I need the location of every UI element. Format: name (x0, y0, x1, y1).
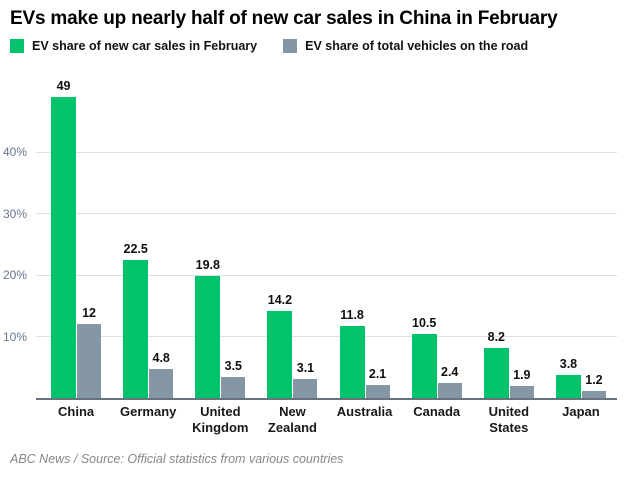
bar-new-sales-china: 49 (51, 80, 77, 398)
gridline-10% (36, 336, 617, 338)
x-label-australia: Australia (336, 404, 393, 419)
bar-group-australia: 11.8 2.1 (329, 90, 401, 398)
gridline-40% (36, 151, 617, 153)
gridline-30% (36, 213, 617, 215)
bar-on-road-australia: 2.1 (365, 368, 390, 398)
bar-value-label: 19.8 (195, 258, 220, 273)
plot-area: 10% 20% 30% 40% 49 12 22.5 4.8 19.8 3.5 14.2 3.1 11… (3, 80, 617, 400)
bar-new-sales-japan: 3.8 (555, 358, 581, 398)
bar-group-china: 49 12 (40, 80, 112, 398)
bar-on-road-united-kingdom: 3.5 (221, 360, 246, 398)
legend-swatch-gray (283, 39, 298, 53)
legend-label-new-sales: EV share of new car sales in February (32, 39, 258, 53)
bar-on-road-new-zealand: 3.1 (293, 362, 318, 398)
bar-new-sales-new-zealand: 14.2 (267, 294, 293, 398)
bar-group-united-states: 8.2 1.9 (473, 90, 545, 398)
bar-group-canada: 10.5 2.4 (401, 90, 473, 398)
x-label-united-kingdom: United Kingdom (192, 404, 249, 435)
bar-value-label: 3.1 (296, 360, 315, 375)
x-axis-line (36, 398, 617, 400)
x-label-new-zealand: New Zealand (267, 404, 317, 435)
y-tick-label-40%: 40% (3, 145, 28, 160)
bar-group-japan: 3.8 1.2 (545, 90, 617, 398)
x-label-china: China (58, 404, 95, 419)
x-label-united-states: United States (488, 404, 530, 435)
y-tick-label-30%: 30% (3, 206, 28, 221)
gridline-20% (36, 274, 617, 276)
bar-new-sales-germany: 22.5 (123, 243, 149, 398)
x-label-germany: Germany (120, 404, 177, 419)
bar-new-sales-australia: 11.8 (339, 309, 365, 398)
bar-value-label: 11.8 (340, 307, 364, 322)
bar-new-sales-united-kingdom: 19.8 (195, 259, 221, 398)
bar-value-label: 1.9 (513, 368, 531, 383)
bar-value-label: 2.4 (440, 365, 459, 380)
bar-on-road-united-states: 1.9 (509, 369, 534, 398)
y-tick-label-20%: 20% (3, 268, 28, 283)
legend: EV share of new car sales in February EV… (10, 39, 528, 53)
bar-new-sales-canada: 10.5 (411, 317, 437, 398)
bar-value-label: 1.2 (585, 372, 603, 387)
bar-group-new-zealand: 14.2 3.1 (256, 90, 328, 398)
bar-on-road-canada: 2.4 (437, 366, 462, 398)
bar-value-label: 3.8 (559, 356, 578, 371)
legend-item-new-sales: EV share of new car sales in February (10, 39, 257, 53)
bar-value-label: 10.5 (412, 315, 437, 330)
bar-value-label: 8.2 (487, 329, 506, 344)
legend-swatch-green (10, 39, 24, 53)
legend-label-on-road: EV share of total vehicles on the road (305, 39, 529, 53)
source-note: ABC News / Source: Official statistics f… (10, 452, 344, 466)
bar-group-united-kingdom: 19.8 3.5 (184, 90, 256, 398)
bar-value-label: 4.8 (152, 350, 170, 365)
bar-group-germany: 22.5 4.8 (112, 90, 184, 398)
bar-value-label: 12 (82, 306, 97, 321)
bars-row: 49 12 22.5 4.8 19.8 3.5 14.2 3.1 11.8 2.1 10.5 2.4 8… (40, 80, 617, 398)
bar-value-label: 3.5 (224, 358, 243, 373)
bar-value-label: 2.1 (368, 367, 387, 382)
bar-on-road-japan: 1.2 (581, 374, 606, 398)
bar-value-label: 22.5 (123, 241, 148, 256)
chart-title: EVs make up nearly half of new car sales… (10, 8, 558, 29)
x-axis-labels: China Germany United Kingdom New Zealand Aus… (40, 404, 617, 435)
y-tick-label-10%: 10% (3, 329, 28, 344)
bar-new-sales-united-states: 8.2 (483, 331, 509, 398)
bar-on-road-germany: 4.8 (149, 352, 174, 398)
x-label-canada: Canada (413, 404, 461, 419)
bar-value-label: 14.2 (267, 292, 293, 307)
bar-on-road-china: 12 (77, 307, 102, 398)
legend-item-on-road: EV share of total vehicles on the road (283, 39, 528, 53)
bar-value-label: 49 (56, 79, 71, 94)
x-label-japan: Japan (562, 404, 600, 419)
